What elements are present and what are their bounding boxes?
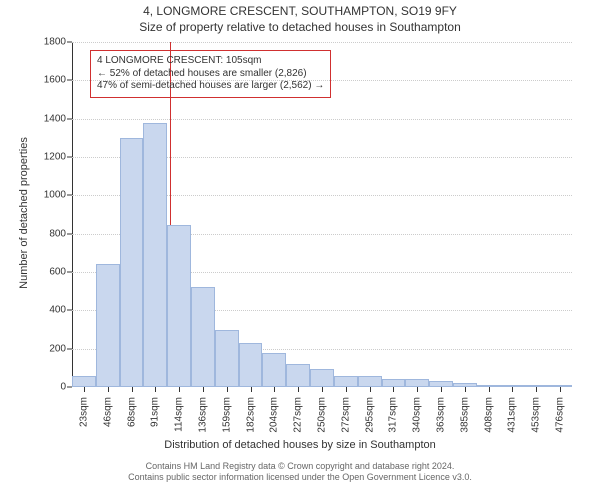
xtick-label: 23sqm <box>78 393 89 427</box>
xtick-label: 340sqm <box>412 393 423 433</box>
xtick-mark <box>393 387 394 392</box>
ytick-mark <box>67 80 72 81</box>
ytick-mark <box>67 118 72 119</box>
xtick-mark <box>489 387 490 392</box>
histogram-bar <box>310 369 334 387</box>
histogram-bar <box>96 264 120 387</box>
xtick-label: 68sqm <box>126 393 137 427</box>
xtick-label: 250sqm <box>317 393 328 433</box>
xtick-mark <box>84 387 85 392</box>
xtick-label: 114sqm <box>174 393 185 432</box>
histogram-bar <box>334 376 358 388</box>
histogram-bar <box>286 364 310 387</box>
xtick-mark <box>298 387 299 392</box>
xtick-mark <box>370 387 371 392</box>
histogram-bar <box>358 376 382 387</box>
histogram-bar <box>262 353 286 387</box>
histogram-bar <box>72 376 96 388</box>
xtick-label: 91sqm <box>150 393 161 427</box>
xtick-label: 295sqm <box>364 393 375 433</box>
xtick-mark <box>322 387 323 392</box>
xtick-mark <box>132 387 133 392</box>
xtick-label: 272sqm <box>340 393 351 433</box>
annotation-box: 4 LONGMORE CRESCENT: 105sqm ← 52% of det… <box>90 50 331 98</box>
xtick-label: 476sqm <box>555 393 566 433</box>
footer-line2: Contains public sector information licen… <box>0 472 600 483</box>
y-axis-line <box>72 42 73 387</box>
xtick-mark <box>465 387 466 392</box>
ytick-mark <box>67 272 72 273</box>
ytick-mark <box>67 42 72 43</box>
histogram-bar <box>405 379 429 387</box>
xtick-mark <box>274 387 275 392</box>
annotation-line3: 47% of semi-detached houses are larger (… <box>97 80 324 93</box>
xtick-mark <box>227 387 228 392</box>
xtick-mark <box>251 387 252 392</box>
xtick-label: 182sqm <box>245 393 256 433</box>
histogram-bar <box>167 225 191 387</box>
chart-title-line2: Size of property relative to detached ho… <box>0 20 600 34</box>
ytick-mark <box>67 157 72 158</box>
xtick-label: 453sqm <box>531 393 542 433</box>
xtick-mark <box>179 387 180 392</box>
ytick-mark <box>67 233 72 234</box>
footer-line1: Contains HM Land Registry data © Crown c… <box>0 461 600 472</box>
x-axis-label: Distribution of detached houses by size … <box>0 439 600 451</box>
xtick-mark <box>512 387 513 392</box>
xtick-mark <box>155 387 156 392</box>
ytick-mark <box>67 348 72 349</box>
xtick-label: 136sqm <box>197 393 208 433</box>
ytick-mark <box>67 195 72 196</box>
y-axis-label: Number of detached properties <box>18 123 30 303</box>
xtick-mark <box>108 387 109 392</box>
xtick-mark <box>417 387 418 392</box>
annotation-line2: ← 52% of detached houses are smaller (2,… <box>97 68 324 81</box>
xtick-label: 385sqm <box>459 393 470 433</box>
histogram-bar <box>239 343 263 387</box>
xtick-label: 204sqm <box>269 393 280 433</box>
xtick-label: 159sqm <box>221 393 232 433</box>
histogram-bar <box>143 123 167 388</box>
ytick-mark <box>67 310 72 311</box>
histogram-bar <box>382 379 406 387</box>
histogram-bar <box>191 287 215 387</box>
xtick-label: 408sqm <box>483 393 494 433</box>
xtick-label: 363sqm <box>436 393 447 433</box>
xtick-label: 46sqm <box>102 393 113 427</box>
xtick-mark <box>346 387 347 392</box>
xtick-label: 227sqm <box>293 393 304 433</box>
gridline <box>72 119 572 120</box>
gridline <box>72 42 572 43</box>
xtick-mark <box>441 387 442 392</box>
histogram-bar <box>215 330 239 388</box>
xtick-label: 431sqm <box>507 393 518 433</box>
annotation-line1: 4 LONGMORE CRESCENT: 105sqm <box>97 55 324 68</box>
xtick-mark <box>560 387 561 392</box>
chart-title-line1: 4, LONGMORE CRESCENT, SOUTHAMPTON, SO19 … <box>0 4 600 18</box>
histogram-bar <box>120 138 144 387</box>
xtick-mark <box>536 387 537 392</box>
xtick-label: 317sqm <box>388 393 399 433</box>
footer-attribution: Contains HM Land Registry data © Crown c… <box>0 461 600 484</box>
xtick-mark <box>203 387 204 392</box>
